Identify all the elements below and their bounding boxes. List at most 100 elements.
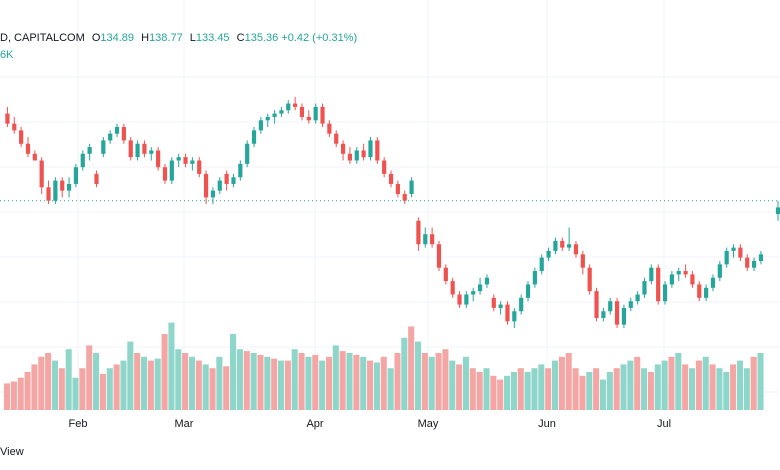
candle <box>25 137 31 158</box>
candle <box>334 130 339 148</box>
month-label-feb: Feb <box>69 418 88 430</box>
candle <box>169 157 174 184</box>
volume-bar <box>175 349 182 410</box>
candle-body <box>375 140 380 161</box>
candle <box>217 177 222 194</box>
volume-bar <box>661 360 668 410</box>
volume-bar <box>462 356 469 410</box>
candle-body <box>39 160 44 188</box>
footer-text: View <box>0 446 24 458</box>
high-label: H <box>141 32 150 44</box>
candle <box>108 130 113 144</box>
volume-bar <box>298 353 305 410</box>
candle <box>669 271 674 288</box>
volume-bar <box>113 364 120 410</box>
candle <box>614 297 620 328</box>
candle <box>662 281 668 305</box>
volume-bar <box>271 358 278 410</box>
candle <box>231 173 236 188</box>
candle <box>279 106 284 117</box>
candle-body <box>197 160 202 174</box>
high-value: 138.77 <box>149 32 183 44</box>
volume-bar <box>627 360 634 410</box>
candle <box>402 190 407 205</box>
volume-bar <box>620 364 627 410</box>
volume-bar <box>538 364 545 410</box>
candle-body <box>751 261 757 268</box>
volume-bar <box>264 356 271 410</box>
volume-bar <box>367 360 374 410</box>
volume-bar <box>216 356 223 410</box>
candle <box>251 127 257 148</box>
volume-bar <box>332 345 339 410</box>
candle <box>5 106 10 127</box>
candle-body <box>94 173 99 184</box>
volume-bar <box>24 372 31 410</box>
volume-bar <box>4 383 11 410</box>
volume-bar <box>236 349 243 410</box>
month-label-mar: Mar <box>175 418 194 430</box>
candle <box>546 247 551 261</box>
volume-bar <box>38 356 45 410</box>
volume-legend: 6K <box>0 49 14 61</box>
volume-bar <box>572 368 579 410</box>
candle <box>313 103 318 124</box>
volume-bar <box>723 372 730 410</box>
volume-bar <box>373 362 380 410</box>
volume-bar <box>504 375 511 410</box>
candle-body <box>512 311 517 322</box>
candle <box>128 137 133 161</box>
candle-body <box>313 106 318 121</box>
candle-body <box>621 307 627 325</box>
candle-body <box>149 150 154 154</box>
candle <box>190 157 195 171</box>
candle <box>299 103 305 121</box>
candle <box>80 150 85 171</box>
candle <box>238 160 243 181</box>
candle-body <box>416 220 421 245</box>
candle <box>731 244 736 258</box>
candle <box>484 274 490 288</box>
candle-body <box>108 133 113 141</box>
candle-body <box>320 106 325 124</box>
candle-body <box>676 271 681 275</box>
candle <box>53 177 58 205</box>
candle-body <box>738 247 743 258</box>
candle-body <box>5 113 10 124</box>
candle-body <box>190 160 195 164</box>
candle <box>464 291 469 308</box>
candle-body <box>279 110 284 114</box>
candle-body <box>217 180 222 191</box>
candle-body <box>258 120 263 131</box>
candle-body <box>340 143 346 154</box>
candle <box>775 200 780 221</box>
volume-bar <box>709 364 716 410</box>
candle-body <box>32 153 37 161</box>
candle-body <box>443 267 448 282</box>
volume-bar <box>476 372 483 410</box>
candle-body <box>580 254 585 268</box>
candle-body <box>80 153 85 168</box>
candle-body <box>409 180 414 194</box>
candle-body <box>436 244 442 268</box>
volume-bar <box>647 372 654 410</box>
volume-bar <box>230 334 237 410</box>
candle <box>505 301 510 325</box>
volume-bar <box>278 360 285 410</box>
candle <box>656 264 661 305</box>
volume-bar <box>65 349 72 410</box>
volume-bar <box>552 360 559 410</box>
candle <box>430 227 435 248</box>
candle <box>457 291 462 308</box>
candle-body <box>457 294 462 305</box>
volume-bar <box>10 381 17 410</box>
candle-body <box>361 150 366 158</box>
candle <box>697 281 702 302</box>
candle-body <box>210 190 216 198</box>
volume-bar <box>250 353 257 410</box>
candle <box>608 297 613 315</box>
candle <box>450 277 455 298</box>
candle <box>409 177 414 198</box>
